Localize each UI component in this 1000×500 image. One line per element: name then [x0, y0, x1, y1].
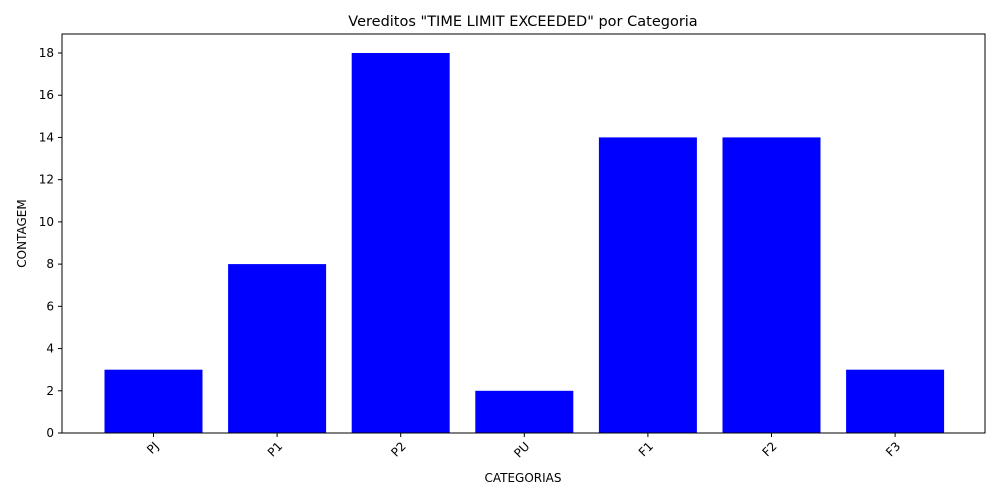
y-tick-label: 0 — [46, 426, 54, 440]
y-tick-label: 16 — [39, 88, 54, 102]
chart-title: Vereditos "TIME LIMIT EXCEEDED" por Cate… — [348, 14, 697, 30]
x-tick-label: F1 — [636, 439, 656, 459]
bar-f2 — [722, 137, 821, 433]
bar-pj — [104, 369, 203, 433]
x-axis-ticks: PJ P1 P2 PU F1 F2 F3 — [144, 433, 903, 460]
y-axis-ticks: 0 2 4 6 8 10 12 14 16 18 — [39, 46, 62, 440]
bar-f1 — [598, 137, 697, 433]
y-tick-label: 6 — [46, 299, 54, 313]
bars-group — [104, 53, 945, 433]
bar-p2 — [351, 53, 450, 433]
y-tick-label: 4 — [46, 342, 54, 356]
y-tick-label: 10 — [39, 215, 54, 229]
x-tick-label: P1 — [265, 439, 285, 459]
y-axis-title: CONTAGEM — [15, 199, 29, 267]
x-tick-label: PJ — [144, 439, 162, 457]
y-tick-label: 12 — [39, 173, 54, 187]
x-axis-title: CATEGORIAS — [484, 471, 561, 485]
x-tick-label: F3 — [883, 439, 903, 459]
bar-f3 — [846, 369, 945, 433]
y-tick-label: 2 — [46, 384, 54, 398]
bar-p1 — [228, 264, 327, 433]
x-tick-label: F2 — [759, 439, 779, 459]
y-tick-label: 14 — [39, 130, 54, 144]
y-tick-label: 8 — [46, 257, 54, 271]
x-tick-label: PU — [511, 439, 532, 460]
plot-frame — [61, 33, 986, 434]
x-tick-label: P2 — [388, 439, 408, 459]
bar-pu — [475, 390, 574, 433]
y-tick-label: 18 — [39, 46, 54, 60]
